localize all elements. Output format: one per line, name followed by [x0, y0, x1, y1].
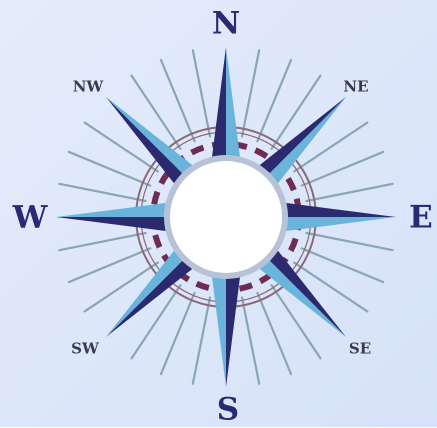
label-southwest: SW — [71, 339, 99, 358]
intercardinal-point-dark-half — [269, 250, 347, 338]
compass-ray — [256, 58, 293, 143]
cardinal-point-light-half — [212, 277, 226, 387]
compass-ray — [270, 74, 322, 150]
compass-rays — [58, 49, 394, 385]
compass-ray — [67, 150, 152, 187]
intercardinal-point-light-half — [269, 96, 347, 184]
cardinal-point-light-half — [226, 47, 240, 157]
compass-ray — [300, 247, 385, 284]
compass-ray — [67, 247, 152, 284]
intercardinal-point-dark-half — [105, 96, 183, 184]
compass-ray — [293, 121, 369, 173]
compass-ray — [159, 291, 196, 376]
compass-ray — [240, 49, 261, 138]
compass-ray — [191, 49, 212, 138]
compass-ray — [83, 121, 159, 173]
intercardinal-point-dark-half — [259, 96, 347, 174]
compass-ray — [305, 231, 394, 252]
center-disc — [170, 161, 282, 273]
compass-ray — [300, 150, 385, 187]
cardinal-point-light-half — [286, 217, 396, 231]
compass-ray — [191, 296, 212, 385]
compass-ray — [270, 284, 322, 360]
cardinal-point-dark-half — [226, 277, 240, 387]
compass-ray — [256, 291, 293, 376]
label-southeast: SE — [348, 339, 372, 358]
cardinal-point-dark-half — [212, 47, 226, 157]
intercardinal-points — [105, 96, 347, 338]
label-south: S — [216, 391, 240, 428]
cardinal-point-dark-half — [286, 203, 396, 217]
cardinal-points — [56, 47, 396, 387]
label-northeast: NE — [343, 77, 369, 96]
label-west: W — [12, 199, 48, 236]
compass-ray — [58, 182, 147, 203]
intercardinal-point-light-half — [259, 260, 347, 338]
compass-ray — [305, 182, 394, 203]
label-north: N — [211, 5, 241, 42]
compass-ray — [293, 261, 369, 313]
intercardinal-point-light-half — [105, 250, 183, 338]
intercardinal-point-light-half — [105, 96, 193, 174]
label-east: E — [409, 199, 433, 236]
compass-ray — [159, 58, 196, 143]
intercardinal-point-dark-half — [105, 260, 193, 338]
compass-ray — [58, 231, 147, 252]
compass-ray — [83, 261, 159, 313]
label-northwest: NW — [72, 77, 104, 96]
compass-ray — [130, 284, 182, 360]
cardinal-point-light-half — [56, 203, 166, 217]
cardinal-point-dark-half — [56, 217, 166, 231]
compass-ray — [240, 296, 261, 385]
compass-ray — [130, 74, 182, 150]
